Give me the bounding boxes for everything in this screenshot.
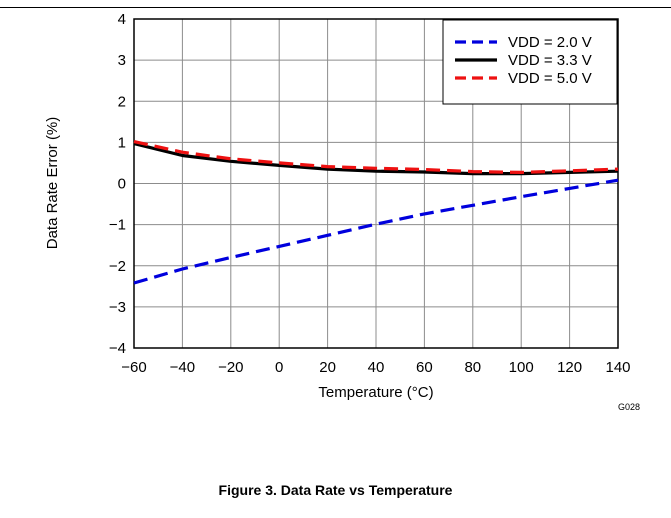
- legend-label-2: VDD = 3.3 V: [508, 52, 592, 69]
- y-axis-label: Data Rate Error (%): [44, 117, 61, 250]
- x-tick-label: −60: [121, 359, 146, 376]
- y-tick-label: −2: [109, 258, 126, 275]
- x-tick-label: 80: [464, 359, 481, 376]
- y-tick-label: −1: [109, 217, 126, 234]
- y-tick-label: 2: [118, 93, 126, 110]
- x-axis-label: Temperature (°C): [318, 384, 433, 401]
- plot-frame: [133, 18, 619, 349]
- y-tick-label: −4: [109, 340, 126, 357]
- x-tick-labels: −60 −40 −20 0 20 40 60 80 100 120 140: [121, 359, 630, 376]
- x-tick-label: 120: [557, 359, 582, 376]
- y-tick-label: −3: [109, 299, 126, 316]
- legend-label-3: VDD = 5.0 V: [508, 70, 592, 87]
- x-tick-label: 20: [319, 359, 336, 376]
- figure-caption: Figure 3. Data Rate vs Temperature: [218, 482, 453, 498]
- y-tick-label: 1: [118, 134, 126, 151]
- x-tick-label: −40: [170, 359, 195, 376]
- series-line-3: [133, 140, 619, 174]
- x-tick-label: 40: [368, 359, 385, 376]
- legend-box: [442, 19, 618, 105]
- x-tick-label: 0: [275, 359, 283, 376]
- grid: [134, 19, 618, 348]
- x-tick-label: −20: [218, 359, 243, 376]
- y-tick-label: 3: [118, 52, 126, 69]
- x-tick-label: 140: [605, 359, 630, 376]
- x-tick-label: 60: [416, 359, 433, 376]
- top-rule: [0, 7, 671, 8]
- x-tick-label: 100: [509, 359, 534, 376]
- y-tick-labels: −4 −3 −2 −1 0 1 2 3 4: [109, 11, 126, 357]
- y-tick-label: 0: [118, 176, 126, 193]
- y-tick-label: 4: [118, 11, 126, 28]
- series-layer: [133, 140, 619, 285]
- figure-code: G028: [618, 402, 640, 412]
- legend-label-1: VDD = 2.0 V: [508, 34, 592, 51]
